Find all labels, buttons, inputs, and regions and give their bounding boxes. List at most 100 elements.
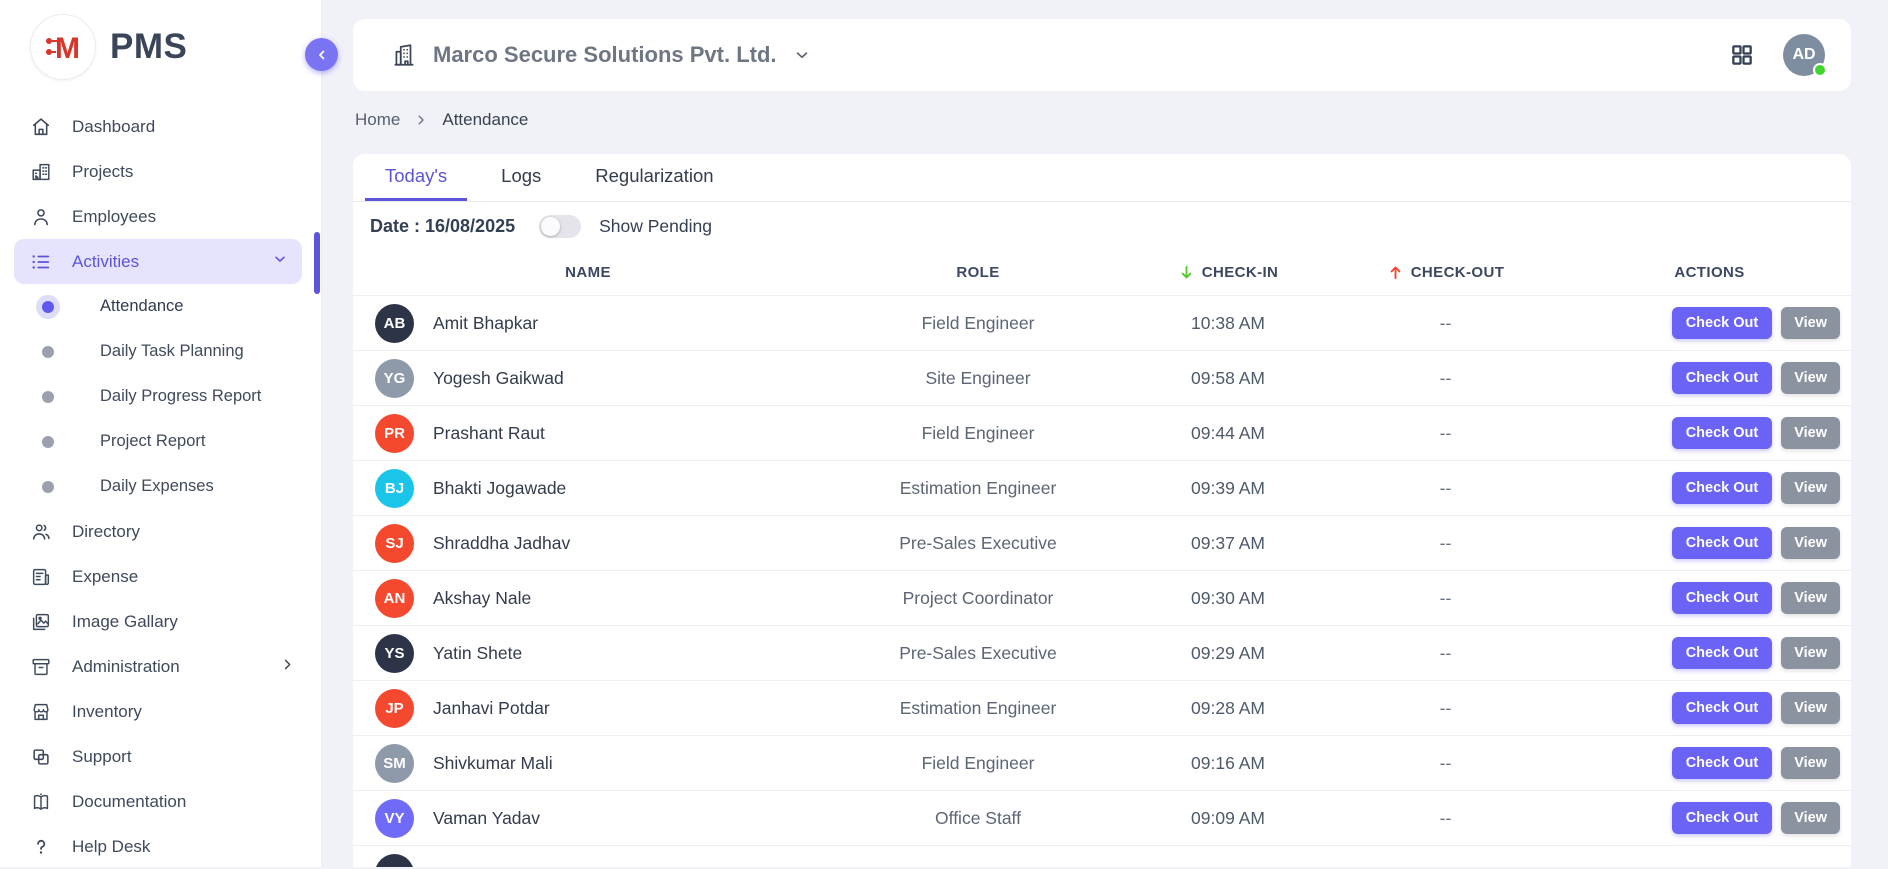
column-header-role[interactable]: ROLE bbox=[823, 264, 1133, 281]
avatar: AN bbox=[375, 579, 414, 618]
column-header-actions: ACTIONS bbox=[1568, 264, 1851, 281]
avatar: YG bbox=[375, 359, 414, 398]
company-selector[interactable]: Marco Secure Solutions Pvt. Ltd. bbox=[391, 42, 811, 68]
employee-role: Project Coordinator bbox=[823, 588, 1133, 609]
view-button[interactable]: View bbox=[1781, 637, 1840, 669]
actions-cell: Check Out View bbox=[1568, 802, 1851, 834]
check-out-button[interactable]: Check Out bbox=[1672, 417, 1773, 449]
check-out-button[interactable]: Check Out bbox=[1672, 692, 1773, 724]
view-button[interactable]: View bbox=[1781, 747, 1840, 779]
view-button[interactable]: View bbox=[1781, 692, 1840, 724]
sidebar-item-dashboard[interactable]: Dashboard bbox=[0, 104, 321, 149]
sidebar-item-inventory[interactable]: Inventory bbox=[0, 689, 321, 734]
tabs: Today's Logs Regularization bbox=[353, 154, 1851, 202]
check-in-time: 09:09 AM bbox=[1133, 808, 1323, 829]
employee-name: Akshay Nale bbox=[433, 588, 531, 609]
avatar: PR bbox=[375, 414, 414, 453]
view-button[interactable]: View bbox=[1781, 417, 1840, 449]
view-button[interactable]: View bbox=[1781, 527, 1840, 559]
actions-cell: Check Out View bbox=[1568, 362, 1851, 394]
column-header-checkout[interactable]: CHECK-OUT bbox=[1323, 264, 1568, 281]
sidebar-item-help-desk[interactable]: Help Desk bbox=[0, 824, 321, 869]
tab-logs[interactable]: Logs bbox=[481, 154, 561, 201]
actions-cell: Check Out View bbox=[1568, 527, 1851, 559]
breadcrumb-home[interactable]: Home bbox=[355, 110, 400, 130]
sidebar-scrollbar-thumb[interactable] bbox=[314, 232, 320, 294]
apps-grid-icon[interactable] bbox=[1729, 42, 1755, 68]
top-header-bar: Marco Secure Solutions Pvt. Ltd. AD bbox=[353, 19, 1851, 91]
avatar: JP bbox=[375, 689, 414, 728]
user-avatar[interactable]: AD bbox=[1783, 34, 1825, 76]
name-cell: YS Yatin Shete bbox=[353, 634, 823, 673]
show-pending-label: Show Pending bbox=[599, 216, 712, 237]
sidebar-item-administration[interactable]: Administration bbox=[0, 644, 321, 689]
sidebar-subitem-attendance[interactable]: Attendance bbox=[0, 284, 321, 329]
sidebar-collapse-button[interactable] bbox=[305, 38, 338, 71]
check-out-time: -- bbox=[1323, 808, 1568, 829]
bullet-dot-icon bbox=[42, 346, 54, 358]
name-cell: YG Yogesh Gaikwad bbox=[353, 359, 823, 398]
check-out-button[interactable]: Check Out bbox=[1672, 747, 1773, 779]
chevron-right-icon bbox=[414, 113, 428, 127]
sidebar-subitem-label: Attendance bbox=[100, 297, 183, 316]
sidebar-item-expense[interactable]: Expense bbox=[0, 554, 321, 599]
table-row: VY Vaman Yadav Office Staff 09:09 AM -- … bbox=[353, 790, 1851, 845]
view-button[interactable]: View bbox=[1781, 472, 1840, 504]
table-row: PR Prashant Raut Field Engineer 09:44 AM… bbox=[353, 405, 1851, 460]
receipt-icon bbox=[30, 566, 52, 588]
sidebar-item-label: Administration bbox=[72, 657, 180, 677]
name-cell: JP Janhavi Potdar bbox=[353, 689, 823, 728]
employee-role: Field Engineer bbox=[823, 753, 1133, 774]
user-initials: AD bbox=[1792, 46, 1815, 64]
table-row: SM Shivkumar Mali Field Engineer 09:16 A… bbox=[353, 735, 1851, 790]
tab-regularization[interactable]: Regularization bbox=[575, 154, 733, 201]
sort-up-arrow-icon bbox=[1387, 264, 1404, 281]
column-header-name[interactable]: NAME bbox=[353, 264, 823, 281]
employee-name: Vaman Yadav bbox=[433, 808, 540, 829]
check-out-button[interactable]: Check Out bbox=[1672, 362, 1773, 394]
people-icon bbox=[30, 521, 52, 543]
view-button[interactable]: View bbox=[1781, 802, 1840, 834]
view-button[interactable]: View bbox=[1781, 582, 1840, 614]
sidebar-item-employees[interactable]: Employees bbox=[0, 194, 321, 239]
sidebar-item-projects[interactable]: Projects bbox=[0, 149, 321, 194]
name-cell: BJ Bhakti Jogawade bbox=[353, 469, 823, 508]
copy-squares-icon bbox=[30, 746, 52, 768]
list-icon bbox=[30, 251, 52, 273]
check-out-time: -- bbox=[1323, 698, 1568, 719]
check-out-button[interactable]: Check Out bbox=[1672, 802, 1773, 834]
name-cell: PR Prashant Raut bbox=[353, 414, 823, 453]
check-in-time: 09:44 AM bbox=[1133, 423, 1323, 444]
breadcrumb: Home Attendance bbox=[355, 110, 528, 130]
check-out-time: -- bbox=[1323, 753, 1568, 774]
check-out-button[interactable]: Check Out bbox=[1672, 472, 1773, 504]
view-button[interactable]: View bbox=[1781, 307, 1840, 339]
name-cell: VY Vaman Yadav bbox=[353, 799, 823, 838]
check-in-time: 09:28 AM bbox=[1133, 698, 1323, 719]
employee-role: Field Engineer bbox=[823, 423, 1133, 444]
sidebar-item-label: Employees bbox=[72, 207, 156, 227]
view-button[interactable]: View bbox=[1781, 362, 1840, 394]
chevron-down-icon bbox=[272, 251, 288, 272]
sidebar-item-documentation[interactable]: Documentation bbox=[0, 779, 321, 824]
column-header-checkin[interactable]: CHECK-IN bbox=[1133, 264, 1323, 281]
sidebar-subitem-daily-expenses[interactable]: Daily Expenses bbox=[0, 464, 321, 509]
sidebar-subitem-project-report[interactable]: Project Report bbox=[0, 419, 321, 464]
check-out-button[interactable]: Check Out bbox=[1672, 527, 1773, 559]
employee-role: Pre-Sales Executive bbox=[823, 643, 1133, 664]
check-out-button[interactable]: Check Out bbox=[1672, 582, 1773, 614]
date-label: Date : 16/08/2025 bbox=[370, 216, 515, 237]
show-pending-toggle[interactable] bbox=[539, 215, 581, 238]
sidebar-subitem-daily-task-planning[interactable]: Daily Task Planning bbox=[0, 329, 321, 374]
sidebar-item-label: Support bbox=[72, 747, 132, 767]
sidebar-subitem-daily-progress-report[interactable]: Daily Progress Report bbox=[0, 374, 321, 419]
sidebar-item-activities[interactable]: Activities bbox=[14, 239, 302, 284]
app-name: PMS bbox=[110, 27, 187, 67]
check-out-button[interactable]: Check Out bbox=[1672, 307, 1773, 339]
sidebar-item-image-gallery[interactable]: Image Gallary bbox=[0, 599, 321, 644]
sidebar-item-support[interactable]: Support bbox=[0, 734, 321, 779]
check-out-button[interactable]: Check Out bbox=[1672, 637, 1773, 669]
sidebar: M PMS Dashboard Projects Employees bbox=[0, 0, 322, 867]
sidebar-item-directory[interactable]: Directory bbox=[0, 509, 321, 554]
tab-todays[interactable]: Today's bbox=[365, 154, 467, 201]
